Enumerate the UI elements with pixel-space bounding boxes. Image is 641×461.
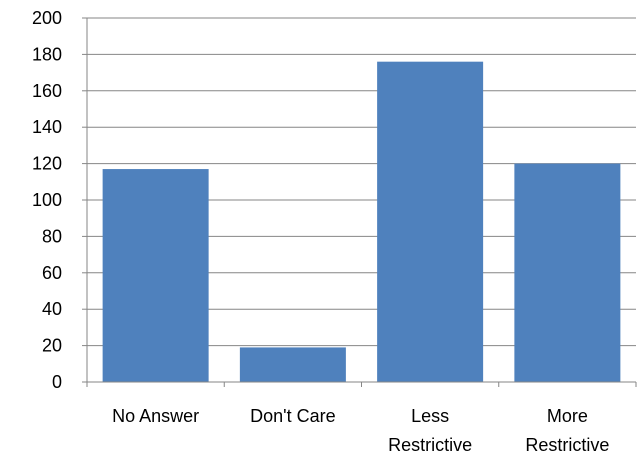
bar xyxy=(514,163,621,382)
x-category-label: Restrictive xyxy=(525,435,609,455)
x-category-label: Restrictive xyxy=(388,435,472,455)
y-tick-label: 160 xyxy=(32,81,62,101)
bars xyxy=(102,61,621,383)
bar xyxy=(377,61,484,383)
x-category-label: Less xyxy=(411,406,449,426)
bar xyxy=(102,169,209,382)
x-category-label: Don't Care xyxy=(250,406,335,426)
y-tick-label: 180 xyxy=(32,44,62,64)
x-category-label: No Answer xyxy=(112,406,199,426)
y-tick-label: 120 xyxy=(32,154,62,174)
y-tick-label: 60 xyxy=(42,263,62,283)
y-axis-tick-labels: 0 20 40 60 80 100 120 140 160 180 200 xyxy=(32,8,62,392)
x-category-label: More xyxy=(547,406,588,426)
y-tick-label: 20 xyxy=(42,336,62,356)
y-tick-label: 0 xyxy=(52,372,62,392)
axes xyxy=(82,17,637,387)
y-tick-label: 140 xyxy=(32,117,62,137)
bar xyxy=(239,347,346,382)
y-tick-label: 80 xyxy=(42,226,62,246)
y-tick-label: 200 xyxy=(32,8,62,28)
y-tick-label: 40 xyxy=(42,299,62,319)
y-tick-label: 100 xyxy=(32,190,62,210)
x-axis-category-labels: No Answer Don't Care Less Restrictive More Re… xyxy=(112,406,609,455)
